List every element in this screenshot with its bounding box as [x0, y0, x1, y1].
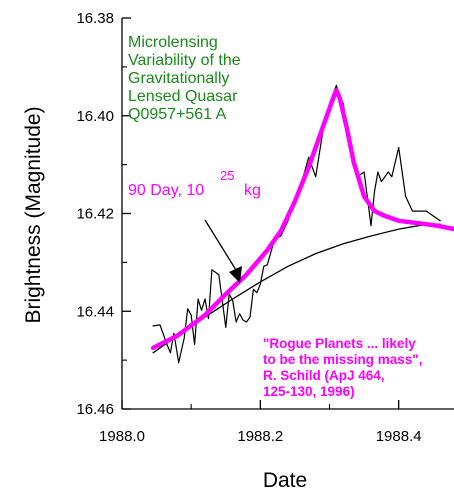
y-tick-label: 16.42: [76, 206, 114, 223]
citation-line-2: to be the missing mass",: [263, 352, 422, 367]
citation-line-4: 125-130, 1996): [263, 384, 355, 399]
x-axis-title: Date: [263, 469, 307, 490]
citation-line-3: R. Schild (ApJ 464,: [263, 368, 385, 383]
title-line-3: Gravitationally: [128, 70, 229, 87]
y-tick-label: 16.40: [76, 108, 114, 125]
y-tick-label: 16.44: [76, 303, 114, 320]
y-tick-label: 16.46: [76, 401, 114, 418]
title-line-1: Microlensing: [128, 34, 218, 51]
observed-light-curve: [152, 84, 441, 364]
axis-ticks: 16.38 16.40 16.42 16.44 16.46 1988.0 1988.2 198…: [76, 10, 421, 445]
model-label: 90 Day, 10 25 kg: [128, 168, 261, 199]
citation-line-1: "Rogue Planets ... likely: [263, 336, 416, 351]
title-line-5: Q0957+561 A: [128, 106, 227, 123]
arrow-head-icon: [229, 266, 242, 283]
x-tick-label: 1988.0: [99, 428, 145, 445]
annotation-arrow: [204, 219, 242, 283]
x-tick-label: 1988.2: [237, 428, 283, 445]
model-label-text: 90 Day, 10: [128, 182, 204, 199]
series-layer: [150, 84, 454, 364]
baseline-trend-line: [152, 223, 441, 354]
title-line-4: Lensed Quasar: [128, 88, 238, 105]
x-tick-label: 1988.4: [376, 428, 422, 445]
model-label-exponent: 25: [220, 168, 234, 183]
microlensing-model-line: [150, 88, 454, 351]
y-tick-label: 16.38: [76, 10, 114, 27]
y-axis-title: Brightness (Magnitude): [22, 106, 45, 323]
title-line-2: Variability of the: [128, 52, 241, 69]
model-label-unit: kg: [244, 182, 261, 199]
